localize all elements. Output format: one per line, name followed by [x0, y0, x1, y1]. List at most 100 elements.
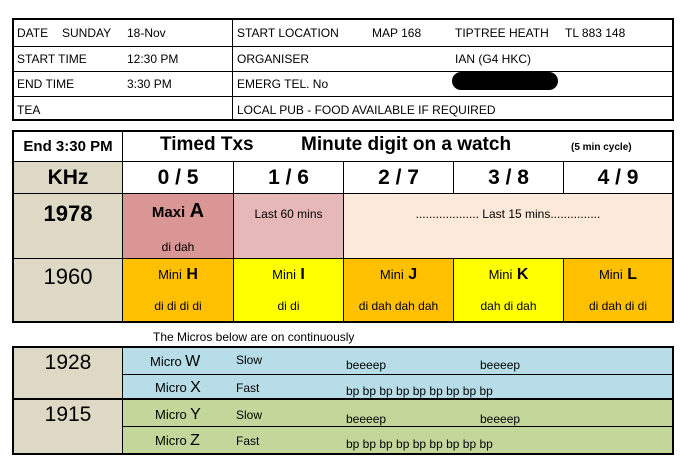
- cycle-note: (5 min cycle): [571, 142, 632, 153]
- end-time-header: End 3:30 PM: [23, 138, 113, 155]
- mini-cell-l: Mini L di dah di di: [564, 259, 672, 321]
- start-time-label: START TIME: [17, 52, 87, 66]
- end-time-header-cell: End 3:30 PM: [14, 132, 123, 162]
- freq-1978: 1978: [43, 201, 93, 226]
- maxi-letter: A: [189, 200, 205, 222]
- mini-code: di di: [277, 299, 300, 313]
- freq-cell-1960: 1960: [14, 259, 123, 321]
- last15-cell: ................... Last 15 mins........…: [344, 194, 672, 259]
- freq-1928: 1928: [44, 351, 92, 374]
- mini-cell-j: Mini J di dah dah dah: [344, 259, 454, 321]
- mini-letter: H: [186, 266, 198, 283]
- info-box: [12, 18, 674, 121]
- last60-cell: Last 60 mins: [234, 194, 344, 259]
- mini-title: Mini J: [344, 266, 453, 284]
- maxi-cell: Maxi A di dah: [123, 194, 234, 259]
- start-location-label: START LOCATION: [237, 26, 339, 40]
- info-row-line: [12, 71, 674, 72]
- info-divider: [232, 18, 233, 121]
- micro-letter: X: [190, 379, 201, 396]
- tea-label: TEA: [17, 103, 41, 117]
- last15-label: ................... Last 15 mins........…: [415, 207, 601, 221]
- mini-letter: J: [408, 266, 418, 283]
- slot-label: 1 / 6: [268, 166, 309, 189]
- mini-code: dah di dah: [480, 299, 537, 313]
- freq-cell-1915: 1915: [14, 400, 123, 453]
- schedule-table: [12, 130, 674, 323]
- micro-speed-x: Fast: [236, 381, 260, 395]
- micro-pattern-x: bp bp bp bp bp bp bp bp bp: [346, 384, 493, 398]
- slot-label: 2 / 7: [378, 166, 419, 189]
- title-cell: [123, 132, 672, 162]
- micro-pattern-z: bp bp bp bp bp bp bp bp bp: [346, 437, 493, 451]
- micro-pattern-y-2: beeeep: [480, 412, 521, 426]
- freq-cell-1928: 1928: [14, 348, 123, 400]
- micro-letter: Y: [190, 406, 201, 423]
- date-day: SUNDAY: [62, 26, 112, 40]
- micro-row-z: [123, 427, 672, 453]
- info-row-line: [12, 46, 674, 47]
- micro-pattern-w-2: beeeep: [480, 358, 521, 372]
- micro-pattern-y-1: beeeep: [346, 412, 387, 426]
- end-time-label: END TIME: [17, 77, 75, 91]
- mini-code: di di di di: [154, 299, 202, 313]
- map-ref: MAP 168: [372, 26, 422, 40]
- micro-speed-z: Fast: [236, 434, 260, 448]
- mini-code: di dah di di: [588, 299, 648, 313]
- micro-speed-y: Slow: [236, 408, 263, 422]
- slot-header: 0 / 5: [123, 162, 234, 194]
- micro-row-x: [123, 375, 672, 400]
- mini-title: Mini L: [564, 266, 672, 284]
- mini-cell-k: Mini K dah di dah: [454, 259, 564, 321]
- start-time-value: 12:30 PM: [127, 52, 179, 66]
- mini-title: Mini K: [454, 266, 563, 284]
- slot-header: 3 / 8: [454, 162, 564, 194]
- info-row-line: [12, 96, 674, 97]
- micros-note: The Micros below are on continuously: [153, 330, 355, 344]
- maxi-code: di dah: [161, 240, 195, 254]
- date-label: DATE: [17, 26, 49, 40]
- micro-prefix: Micro: [155, 380, 187, 395]
- mini-cell-i: Mini I di di: [234, 259, 344, 321]
- micro-prefix: Micro: [150, 354, 182, 369]
- micro-pattern-w-1: beeeep: [346, 358, 387, 372]
- minute-title: Minute digit on a watch: [301, 134, 512, 155]
- mini-prefix: Mini: [272, 267, 296, 282]
- slot-header: 4 / 9: [564, 162, 672, 194]
- maxi-prefix: Maxi: [151, 204, 186, 221]
- grid-ref: TL 883 148: [565, 26, 626, 40]
- khz-label: KHz: [47, 166, 89, 189]
- maxi-title: Maxi A: [123, 200, 233, 223]
- redacted-phone: [452, 72, 558, 90]
- slot-header: 2 / 7: [344, 162, 454, 194]
- slot-header: 1 / 6: [234, 162, 344, 194]
- timed-title: Timed Txs: [160, 134, 254, 155]
- slot-label: 0 / 5: [157, 166, 199, 189]
- micro-row-y: [123, 400, 672, 427]
- organiser-label: ORGANISER: [237, 52, 310, 66]
- mini-title: Mini I: [234, 266, 343, 284]
- mini-code: di dah dah dah: [358, 299, 439, 313]
- mini-prefix: Mini: [488, 267, 513, 282]
- end-time-value: 3:30 PM: [127, 77, 172, 91]
- mini-cell-h: Mini H di di di di: [123, 259, 234, 321]
- micro-letter: W: [185, 353, 201, 370]
- date-value: 18-Nov: [127, 26, 166, 40]
- mini-letter: L: [627, 266, 638, 283]
- emerg-label: EMERG TEL. No: [237, 77, 329, 91]
- location-name: TIPTREE HEATH: [455, 26, 549, 40]
- micro-label-y: Micro Y: [155, 406, 201, 423]
- micros-table: [12, 346, 674, 455]
- khz-cell: KHz: [14, 162, 123, 194]
- mini-prefix: Mini: [158, 267, 182, 282]
- mini-letter: K: [516, 266, 529, 283]
- micro-label-z: Micro Z: [155, 433, 200, 449]
- slot-label: 4 / 9: [597, 166, 639, 189]
- freq-cell-1978: 1978: [14, 194, 123, 259]
- micro-label-w: Micro W: [150, 353, 201, 370]
- tea-value: LOCAL PUB - FOOD AVAILABLE IF REQUIRED: [237, 103, 496, 117]
- freq-1960: 1960: [43, 264, 93, 289]
- mini-prefix: Mini: [379, 267, 404, 282]
- micro-row-w: [123, 348, 672, 375]
- slot-label: 3 / 8: [488, 166, 529, 189]
